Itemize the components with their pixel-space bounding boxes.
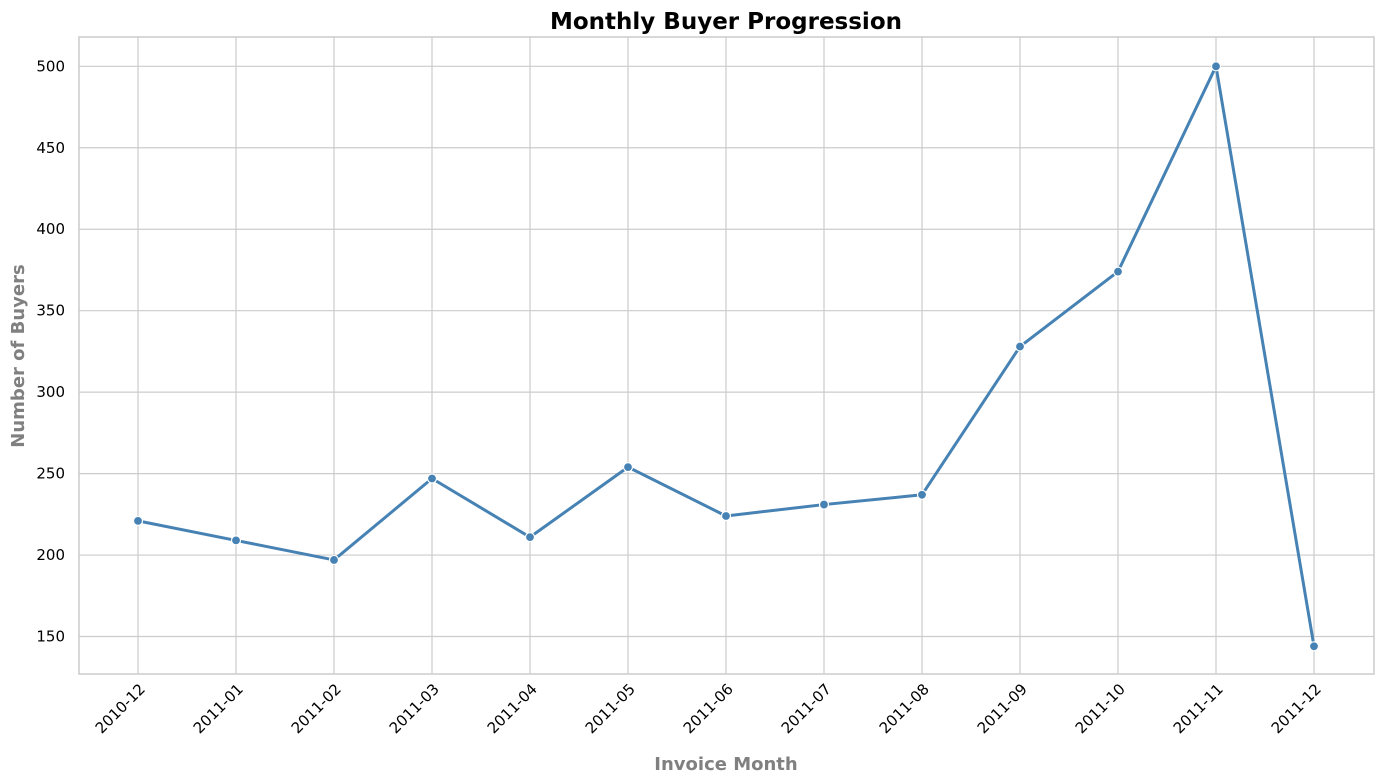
x-tick-label: 2011-11: [1170, 680, 1227, 737]
data-point: [524, 532, 536, 543]
x-tick-label: 2011-01: [190, 680, 247, 737]
y-tick-label: 350: [36, 302, 65, 320]
y-tick-label: 150: [36, 628, 65, 646]
y-axis-title: Number of Buyers: [8, 264, 29, 447]
x-tick-label: 2011-07: [778, 680, 835, 737]
data-point: [818, 499, 830, 510]
plot-frame: [78, 36, 1375, 675]
y-tick-label: 250: [36, 465, 65, 483]
x-tick-label: 2011-05: [582, 680, 639, 737]
x-axis-title: Invoice Month: [654, 754, 797, 775]
x-tick-label: 2011-02: [288, 680, 345, 737]
data-point: [1308, 641, 1320, 652]
y-axis-ticks: 150 200 250 300 350 400 450 500: [36, 57, 65, 645]
data-point: [720, 510, 732, 522]
y-tick-label: 450: [36, 139, 65, 157]
series-buyers: [132, 61, 1320, 652]
y-tick-label: 200: [36, 546, 65, 564]
x-tick-label: 2011-12: [1268, 680, 1325, 737]
x-tick-label: 2011-06: [680, 680, 737, 737]
data-point: [1112, 266, 1124, 277]
data-point: [1210, 61, 1222, 72]
chart-title: Monthly Buyer Progression: [550, 9, 902, 35]
data-point: [1014, 341, 1026, 352]
y-tick-label: 500: [36, 57, 65, 75]
x-tick-label: 2011-03: [386, 680, 443, 737]
data-point: [230, 535, 242, 546]
y-tick-label: 300: [36, 383, 65, 401]
x-tick-label: 2011-04: [484, 680, 541, 737]
grid: [79, 37, 1374, 674]
x-tick-label: 2010-12: [92, 680, 149, 737]
x-tick-label: 2011-10: [1072, 680, 1129, 737]
plot-border: [78, 36, 1375, 675]
y-tick-label: 400: [36, 220, 65, 238]
data-point: [328, 554, 340, 566]
data-point: [426, 473, 438, 484]
x-tick-label: 2011-08: [876, 680, 933, 737]
x-tick-label: 2011-09: [974, 680, 1031, 737]
data-point: [622, 461, 634, 473]
x-axis-ticks: 2010-12 2011-01 2011-02 2011-03 2011-04 2011-…: [92, 680, 1325, 737]
data-point: [916, 489, 928, 500]
data-point: [132, 515, 144, 526]
